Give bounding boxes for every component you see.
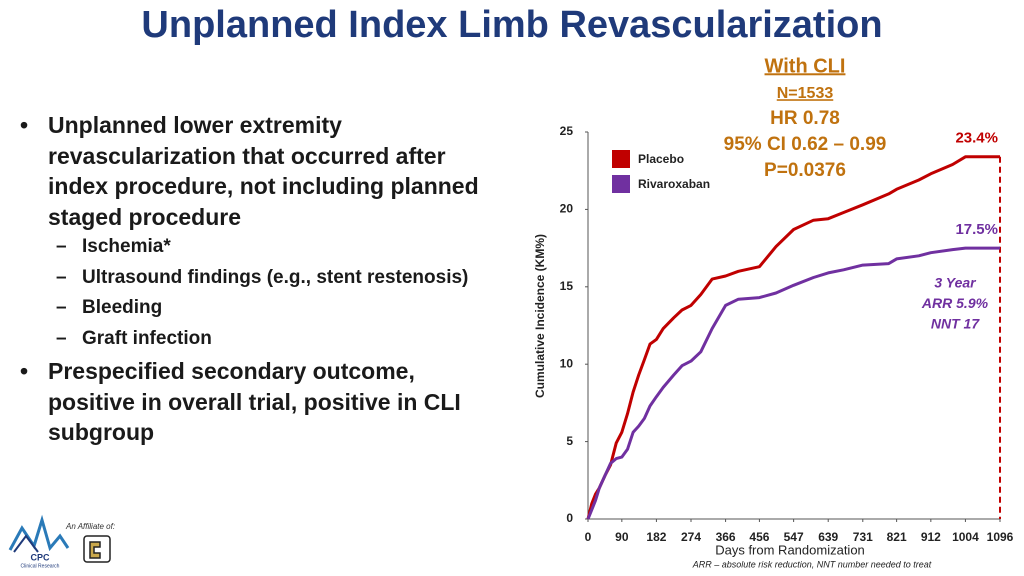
stat-label: 95% CI 0.62 – 0.99 [724,134,887,155]
bullet-text: Unplanned lower extremity revascularizat… [48,112,479,230]
legend-swatch [612,150,630,168]
footnote: ARR – absolute risk reduction, NNT numbe… [692,559,932,569]
y-tick-label: 25 [560,124,574,138]
logo-name: CPC [30,552,50,562]
bullet: Prespecified secondary outcome, positive… [18,356,488,448]
sub-bullet: Bleeding [48,295,488,321]
n-label: N=1533 [777,85,834,102]
x-tick-label: 547 [784,530,804,544]
end-label: 23.4% [955,130,998,147]
x-tick-label: 182 [646,530,666,544]
sub-bullet: Ultrasound findings (e.g., stent resteno… [48,265,488,291]
annotation: 3 Year [934,275,977,291]
y-tick-label: 10 [560,356,574,370]
sub-bullet: Graft infection [48,326,488,352]
annotation: ARR 5.9% [921,295,989,311]
annotation: NNT 17 [931,316,980,332]
bullet-text: Prespecified secondary outcome, positive… [48,358,461,445]
x-tick-label: 1004 [952,530,979,544]
legend-label: Rivaroxaban [638,177,710,191]
x-tick-label: 1096 [987,530,1014,544]
x-tick-label: 0 [585,530,592,544]
sub-bullet: Ischemia* [48,234,488,260]
y-tick-label: 15 [560,279,574,293]
y-tick-label: 20 [560,202,574,216]
x-tick-label: 912 [921,530,941,544]
stat-label: HR 0.78 [770,108,840,129]
x-tick-label: 90 [615,530,629,544]
bullet-list: Unplanned lower extremity revascularizat… [18,110,488,452]
sub-list: Ischemia* Ultrasound findings (e.g., ste… [48,234,488,351]
x-tick-label: 821 [887,530,907,544]
x-tick-label: 366 [716,530,736,544]
series-line [586,246,1000,520]
affiliate-label: An Affiliate of: [65,522,115,531]
stat-label: P=0.0376 [764,160,846,181]
x-tick-label: 456 [749,530,769,544]
series-line [586,155,1000,520]
bullet: Unplanned lower extremity revascularizat… [18,110,488,351]
legend-label: Placebo [638,152,684,166]
slide-title: Unplanned Index Limb Revascularization [141,4,883,46]
subgroup-label: With CLI [765,55,846,77]
cpc-logo: CPC Clinical Research [8,514,70,569]
y-tick-label: 5 [566,434,573,448]
x-tick-label: 639 [818,530,838,544]
logo-sub: Clinical Research [21,563,60,569]
cu-logo [83,535,111,563]
end-label: 17.5% [955,221,998,238]
x-tick-label: 731 [853,530,873,544]
legend-swatch [612,175,630,193]
y-tick-label: 0 [566,511,573,525]
x-axis-label: Days from Randomization [715,542,865,557]
x-tick-label: 274 [681,530,701,544]
y-axis-label: Cumulative Incidence (KM%) [533,234,547,398]
